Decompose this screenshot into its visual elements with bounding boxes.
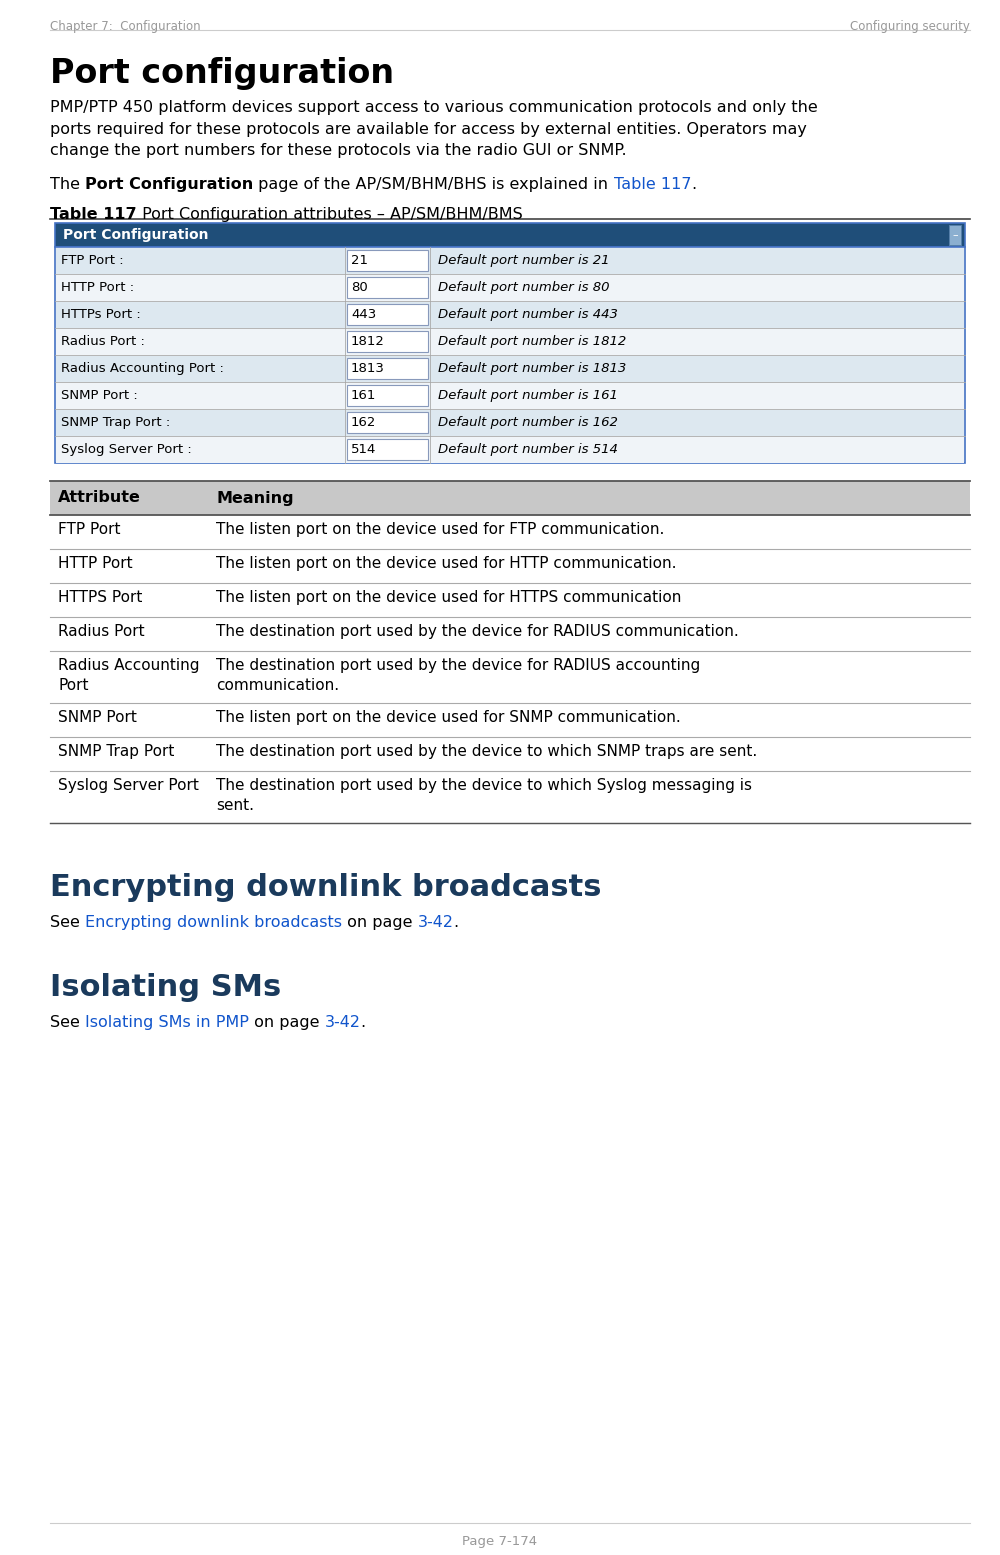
Bar <box>56 409 964 435</box>
Text: Page 7-174: Page 7-174 <box>462 1535 538 1547</box>
Text: The: The <box>50 177 85 191</box>
Text: The listen port on the device used for SNMP communication.: The listen port on the device used for S… <box>216 711 681 725</box>
Bar <box>56 247 964 274</box>
Bar <box>949 225 961 246</box>
Text: 3-42: 3-42 <box>324 1015 360 1029</box>
Text: Syslog Server Port: Syslog Server Port <box>58 778 199 793</box>
Text: The listen port on the device used for HTTPS communication: The listen port on the device used for H… <box>216 589 681 605</box>
Text: 1812: 1812 <box>351 334 385 348</box>
Text: .: . <box>691 177 696 191</box>
Bar <box>347 331 428 351</box>
Text: Syslog Server Port :: Syslog Server Port : <box>61 443 192 456</box>
Bar <box>55 222 965 247</box>
Text: The listen port on the device used for FTP communication.: The listen port on the device used for F… <box>216 522 664 536</box>
Bar <box>56 302 964 328</box>
Bar <box>56 437 964 462</box>
Text: PMP/PTP 450 platform devices support access to various communication protocols a: PMP/PTP 450 platform devices support acc… <box>50 100 818 159</box>
Text: Default port number is 80: Default port number is 80 <box>438 281 610 294</box>
Text: See: See <box>50 1015 85 1029</box>
Text: FTP Port: FTP Port <box>58 522 120 536</box>
Text: .: . <box>360 1015 366 1029</box>
Text: Attribute: Attribute <box>58 490 141 505</box>
Text: Isolating SMs: Isolating SMs <box>50 973 281 1001</box>
Bar <box>347 412 428 432</box>
Text: –: – <box>952 230 958 239</box>
Text: The destination port used by the device to which Syslog messaging is
sent.: The destination port used by the device … <box>216 778 752 813</box>
Bar <box>50 480 970 515</box>
Text: Encrypting downlink broadcasts: Encrypting downlink broadcasts <box>85 914 342 930</box>
Text: Default port number is 161: Default port number is 161 <box>438 389 618 403</box>
Text: SNMP Port: SNMP Port <box>58 711 137 725</box>
Text: Default port number is 443: Default port number is 443 <box>438 308 618 320</box>
Text: Default port number is 514: Default port number is 514 <box>438 443 618 456</box>
Bar <box>56 356 964 381</box>
Text: HTTP Port: HTTP Port <box>58 557 133 571</box>
Text: page of the AP/SM/BHM/BHS is explained in: page of the AP/SM/BHM/BHS is explained i… <box>253 177 614 191</box>
Text: Table 117: Table 117 <box>614 177 691 191</box>
Text: Default port number is 21: Default port number is 21 <box>438 253 610 267</box>
Bar <box>347 250 428 271</box>
Bar <box>347 439 428 460</box>
Bar <box>50 583 970 617</box>
Text: 3-42: 3-42 <box>418 914 454 930</box>
Bar <box>50 617 970 652</box>
Bar <box>50 549 970 583</box>
Text: Port Configuration attributes – AP/SM/BHM/BMS: Port Configuration attributes – AP/SM/BH… <box>137 207 522 222</box>
Text: Radius Accounting
Port: Radius Accounting Port <box>58 658 200 694</box>
Text: FTP Port :: FTP Port : <box>61 253 124 267</box>
Text: Port configuration: Port configuration <box>50 58 394 90</box>
Bar <box>56 383 964 409</box>
Text: See: See <box>50 914 85 930</box>
Text: Isolating SMs in PMP: Isolating SMs in PMP <box>85 1015 249 1029</box>
Text: Meaning: Meaning <box>216 490 294 505</box>
Text: .: . <box>454 914 459 930</box>
Text: SNMP Trap Port :: SNMP Trap Port : <box>61 417 170 429</box>
Text: HTTPS Port: HTTPS Port <box>58 589 142 605</box>
Text: on page: on page <box>249 1015 324 1029</box>
Bar <box>347 386 428 406</box>
Text: The destination port used by the device to which SNMP traps are sent.: The destination port used by the device … <box>216 743 757 759</box>
Text: 161: 161 <box>351 389 376 403</box>
Bar <box>56 275 964 300</box>
Text: 162: 162 <box>351 417 376 429</box>
Text: Default port number is 1812: Default port number is 1812 <box>438 334 626 348</box>
Bar <box>50 737 970 771</box>
Bar <box>50 703 970 737</box>
Text: 1813: 1813 <box>351 362 385 375</box>
Text: The destination port used by the device for RADIUS accounting
communication.: The destination port used by the device … <box>216 658 700 694</box>
Text: Default port number is 162: Default port number is 162 <box>438 417 618 429</box>
Bar <box>347 303 428 325</box>
Bar <box>50 515 970 549</box>
Text: Radius Port: Radius Port <box>58 624 145 639</box>
Text: Radius Port :: Radius Port : <box>61 334 145 348</box>
Text: Encrypting downlink broadcasts: Encrypting downlink broadcasts <box>50 872 602 902</box>
Bar <box>56 328 964 355</box>
Text: SNMP Trap Port: SNMP Trap Port <box>58 743 174 759</box>
Text: Table 117: Table 117 <box>50 207 137 222</box>
Text: Default port number is 1813: Default port number is 1813 <box>438 362 626 375</box>
Text: HTTP Port :: HTTP Port : <box>61 281 134 294</box>
Bar <box>50 652 970 703</box>
Text: Port Configuration: Port Configuration <box>85 177 253 191</box>
Text: Radius Accounting Port :: Radius Accounting Port : <box>61 362 224 375</box>
Text: on page: on page <box>342 914 418 930</box>
Text: Configuring security: Configuring security <box>850 20 970 33</box>
Bar <box>55 247 965 463</box>
Text: 514: 514 <box>351 443 376 456</box>
Text: Port Configuration: Port Configuration <box>63 229 208 243</box>
Text: Chapter 7:  Configuration: Chapter 7: Configuration <box>50 20 201 33</box>
Bar <box>50 771 970 823</box>
Bar <box>347 277 428 299</box>
Text: HTTPs Port :: HTTPs Port : <box>61 308 141 320</box>
Bar <box>347 358 428 379</box>
Text: 80: 80 <box>351 281 368 294</box>
Text: The listen port on the device used for HTTP communication.: The listen port on the device used for H… <box>216 557 676 571</box>
Text: SNMP Port :: SNMP Port : <box>61 389 138 403</box>
Text: 443: 443 <box>351 308 376 320</box>
Text: 21: 21 <box>351 253 368 267</box>
Text: The destination port used by the device for RADIUS communication.: The destination port used by the device … <box>216 624 739 639</box>
